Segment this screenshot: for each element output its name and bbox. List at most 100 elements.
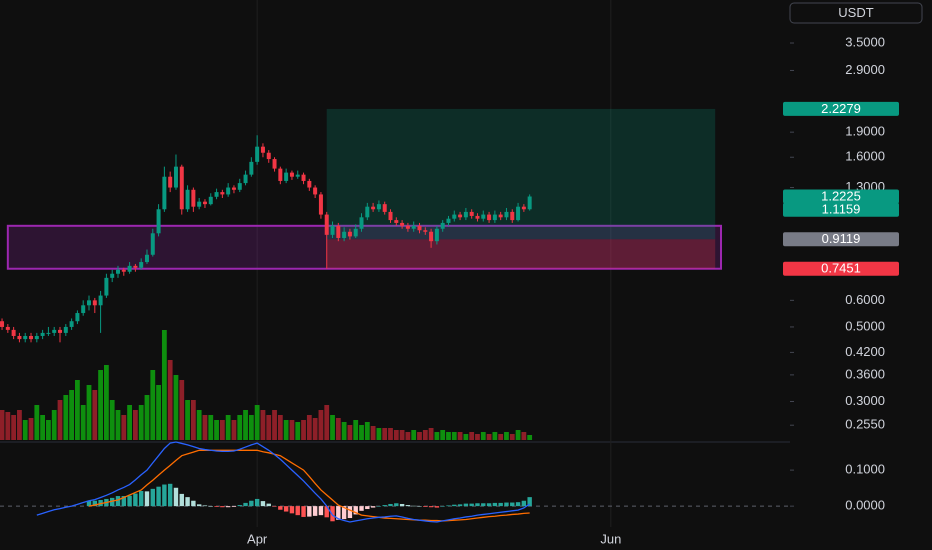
volume-bar	[22, 420, 28, 440]
candle-body	[307, 180, 312, 188]
volume-bar	[11, 415, 17, 440]
candle-body	[504, 211, 509, 218]
volume-bar	[515, 430, 521, 440]
volume-bar	[486, 434, 492, 440]
histogram-bar	[133, 493, 138, 507]
histogram-bar	[475, 503, 480, 507]
candle-body	[191, 189, 196, 207]
histogram-bar	[138, 491, 144, 507]
volume-bar	[295, 422, 301, 440]
candle-body	[423, 230, 428, 232]
histogram-bar	[510, 502, 515, 507]
candle-body	[179, 166, 184, 210]
volume-bar	[475, 434, 480, 440]
candle-body	[173, 166, 178, 188]
histogram-bar	[254, 498, 260, 507]
volume-bar	[237, 415, 243, 440]
volume-bar	[190, 400, 196, 440]
candle-body	[301, 174, 306, 181]
price-badge-label: 0.7451	[821, 261, 861, 276]
volume-bar	[179, 380, 185, 440]
histogram-bar	[249, 500, 254, 507]
candle-body	[411, 225, 416, 229]
candle-body	[434, 228, 439, 242]
candle-body	[156, 209, 161, 234]
volume-bar	[243, 410, 248, 440]
y-tick-label: 0.0000	[845, 498, 885, 513]
volume-bar	[283, 420, 289, 440]
candle-body	[46, 332, 51, 334]
histogram-bar	[527, 497, 532, 507]
volume-bar	[156, 385, 161, 440]
candle-body	[295, 174, 300, 177]
candle-body	[342, 231, 347, 238]
stop-area	[326, 239, 716, 269]
histogram-bar	[365, 506, 370, 510]
candle-body	[463, 211, 468, 218]
histogram-bar	[324, 506, 329, 518]
zone	[6, 224, 723, 270]
candle-body	[110, 273, 115, 278]
histogram-bar	[434, 506, 440, 508]
volume-bar	[353, 420, 359, 440]
histogram-bar	[225, 506, 231, 508]
volume-bar	[504, 432, 509, 440]
histogram-bar	[347, 506, 353, 519]
volume-bar	[196, 410, 202, 440]
y-tick-label: 0.3000	[845, 393, 885, 408]
candle-body	[394, 220, 399, 223]
candle-body	[121, 269, 126, 272]
histogram-bar	[330, 506, 335, 522]
volume-bar	[28, 418, 34, 440]
volume-bar	[422, 430, 428, 440]
volume-bar	[428, 428, 434, 440]
x-tick-label: Jun	[600, 531, 621, 546]
price-badge-label: 0.9119	[822, 231, 861, 246]
candle-body	[498, 214, 503, 218]
price-badge-label: 2.2279	[821, 101, 861, 116]
candle-body	[440, 222, 445, 229]
volume-bar	[5, 412, 11, 440]
histogram-bar	[394, 503, 399, 507]
candle-body	[371, 206, 376, 210]
histogram-bar	[492, 502, 498, 507]
candle-body	[417, 225, 422, 231]
price-badge	[783, 189, 899, 204]
candle-body	[243, 174, 248, 184]
candle-body	[516, 206, 521, 221]
volume-bar	[69, 390, 75, 440]
volume-bar	[330, 415, 335, 440]
histogram-bar	[411, 505, 416, 507]
volume-bar	[17, 410, 22, 440]
price-badge	[783, 202, 899, 217]
price-badge-label: 1.2225	[821, 188, 861, 203]
volume-bar	[40, 415, 46, 440]
volume-bar	[521, 432, 527, 440]
candle-body	[324, 214, 329, 235]
candle-body	[75, 313, 80, 322]
candle-body	[266, 152, 271, 160]
volume-bar	[173, 375, 179, 440]
histogram-bar	[191, 500, 196, 507]
volume-bar	[312, 418, 318, 440]
candle-body	[237, 183, 242, 190]
volume-bar	[509, 434, 515, 440]
candle-body	[139, 262, 144, 268]
y-tick-label: 0.6000	[845, 292, 885, 307]
volume-bar	[57, 400, 63, 440]
candle-body	[231, 187, 236, 190]
candle-body	[226, 187, 231, 195]
histogram-bar	[260, 501, 266, 507]
candle-body	[359, 217, 364, 229]
volume-bar	[92, 390, 98, 440]
histogram-bar	[463, 503, 469, 507]
histogram-bar	[162, 484, 167, 507]
candle-body	[405, 225, 410, 229]
histogram-bar	[266, 503, 271, 507]
histogram-bar	[202, 505, 208, 507]
candle-body	[284, 172, 289, 181]
currency-box[interactable]	[789, 2, 923, 24]
candle-body	[81, 305, 86, 314]
